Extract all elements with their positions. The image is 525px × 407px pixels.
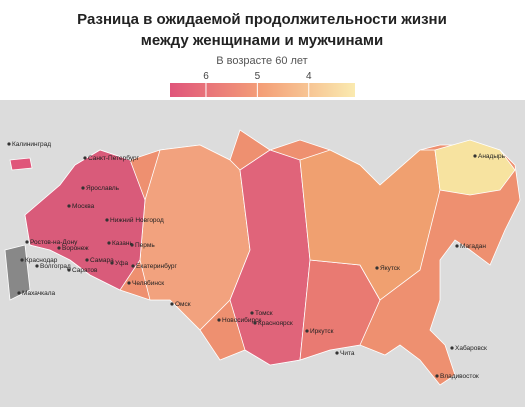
city-label: Казань: [112, 240, 134, 247]
city-dot: [250, 311, 254, 315]
city-dot: [127, 281, 131, 285]
city-dot: [105, 218, 109, 222]
title-line: между женщинами и мужчинами: [141, 32, 383, 49]
city-dot: [455, 244, 459, 248]
city-label: Саратов: [72, 267, 98, 274]
region: [24, 149, 146, 291]
city-label: Москва: [72, 203, 95, 210]
city-label: Томск: [255, 310, 273, 317]
city-label: Хабаровск: [455, 344, 487, 352]
city-dot: [35, 264, 39, 268]
city-label: Самара: [90, 257, 114, 264]
city-dot: [170, 302, 174, 306]
city-label: Челябинск: [132, 279, 164, 287]
city-label: Иркутск: [310, 328, 334, 335]
city-dot: [57, 246, 61, 250]
city-label: Омск: [175, 301, 191, 308]
city-dot: [67, 204, 71, 208]
city-label: Якутск: [380, 265, 400, 272]
region: [9, 157, 33, 171]
city-label: Ярославль: [86, 185, 120, 192]
city-dot: [305, 329, 309, 333]
legend-tick-label: 4: [306, 71, 312, 82]
city-label: Уфа: [115, 260, 128, 267]
city-dot: [217, 318, 221, 322]
region: [229, 149, 311, 366]
city-dot: [17, 291, 21, 295]
city-dot: [473, 154, 477, 158]
russia: [4, 129, 521, 386]
city-label: Волгоград: [40, 263, 71, 270]
city-dot: [7, 142, 11, 146]
city-layer: Калининград Санкт-Петербург Москва Ярославл…: [7, 141, 506, 380]
city-dot: [110, 261, 114, 265]
city-dot: [450, 346, 454, 350]
city-label: Анадырь: [478, 153, 506, 160]
region: [4, 244, 31, 301]
city-dot: [131, 264, 135, 268]
city-dot: [130, 243, 134, 247]
subtitle: В возрасте 60 лет: [216, 55, 307, 67]
city-dot: [107, 241, 111, 245]
city-label: Калининград: [12, 141, 51, 148]
city-dot: [83, 156, 87, 160]
legend-tick-label: 5: [255, 71, 261, 82]
region: [434, 139, 516, 196]
city-dot: [435, 374, 439, 378]
title-line: Разница в ожидаемой продолжительности жи…: [77, 11, 447, 28]
city-label: Пермь: [135, 242, 155, 249]
legend-tick-label: 6: [203, 71, 209, 82]
city-label: Краснодар: [25, 257, 58, 264]
city-dot: [81, 186, 85, 190]
city-label: Магадан: [460, 243, 486, 250]
color-bar: [170, 83, 355, 97]
city-dot: [375, 266, 379, 270]
city-label: Махачкала: [22, 290, 56, 297]
city-label: Екатеринбург: [136, 262, 178, 270]
city-label: Воронеж: [62, 245, 89, 252]
city-dot: [253, 321, 257, 325]
city-label: Нижний Новгород: [110, 216, 164, 224]
city-dot: [85, 258, 89, 262]
city-dot: [25, 240, 29, 244]
legend: 6 5 4: [170, 71, 355, 97]
city-label: Красноярск: [258, 320, 293, 327]
city-dot: [67, 268, 71, 272]
city-label: Санкт-Петербург: [88, 154, 140, 162]
city-label: Чита: [340, 350, 355, 357]
city-label: Ростов-на-Дону: [30, 239, 78, 246]
city-dot: [20, 258, 24, 262]
city-dot: [335, 351, 339, 355]
city-label: Владивосток: [440, 373, 479, 380]
city-label: Новосибирск: [222, 316, 261, 324]
